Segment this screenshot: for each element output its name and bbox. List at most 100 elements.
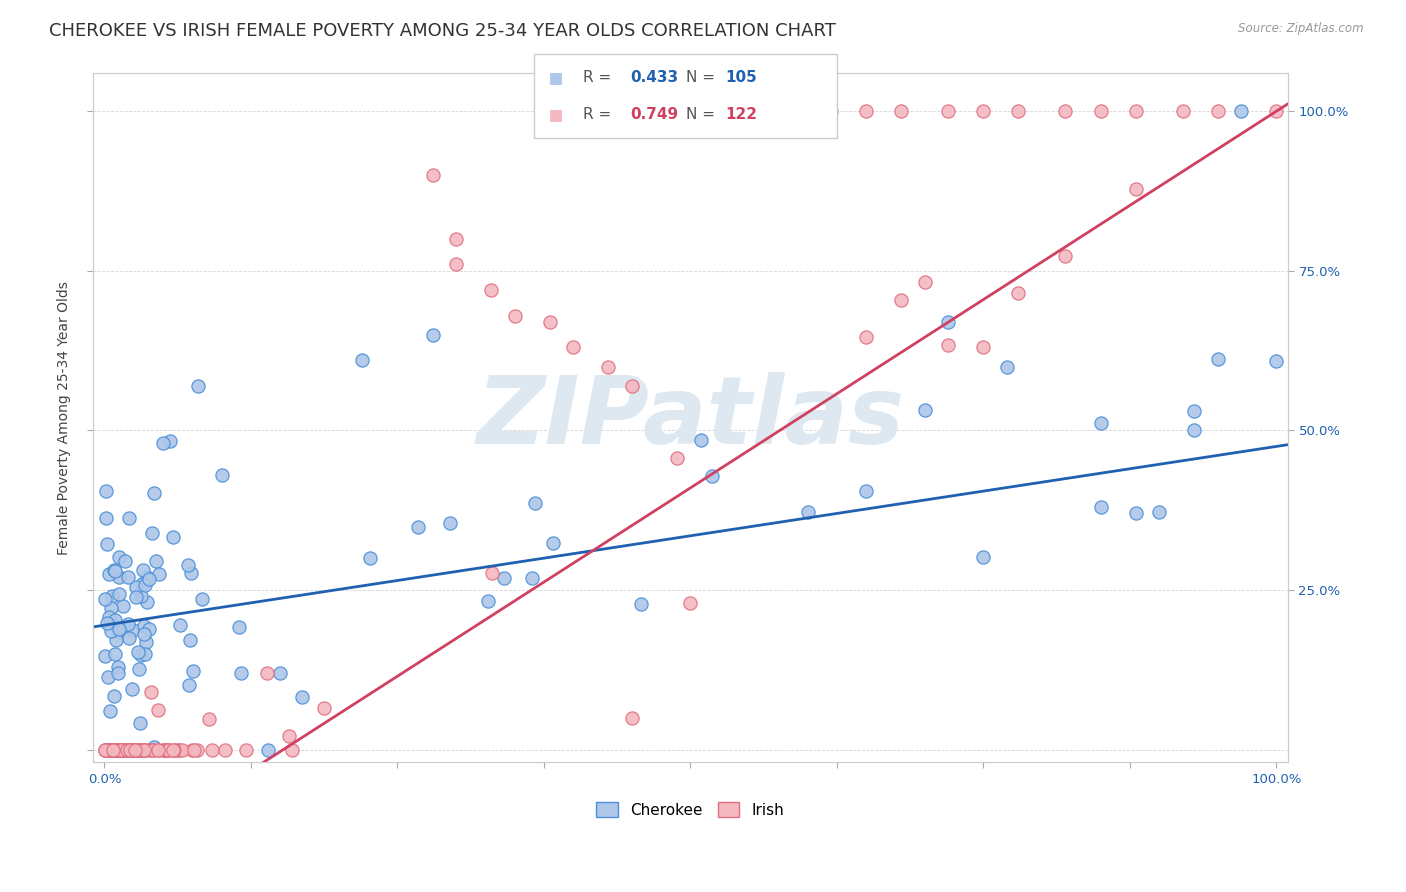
Point — [131, 576, 153, 591]
Point — [120, 742, 142, 756]
Point — [229, 666, 252, 681]
Point — [118, 742, 141, 756]
Point — [1265, 354, 1288, 368]
Point — [183, 742, 205, 756]
Point — [1125, 182, 1147, 196]
Point — [1054, 104, 1077, 119]
Point — [186, 742, 208, 756]
Point — [108, 742, 131, 756]
Point — [522, 571, 544, 585]
Point — [108, 620, 131, 634]
Point — [104, 742, 127, 756]
Point — [112, 742, 135, 756]
Point — [138, 622, 160, 636]
Text: ZIPatlas: ZIPatlas — [477, 372, 904, 464]
Point — [97, 742, 120, 756]
Point — [104, 742, 127, 756]
Point — [96, 615, 118, 630]
Point — [422, 168, 444, 182]
Point — [180, 566, 202, 581]
Point — [153, 742, 176, 756]
Text: CHEROKEE VS IRISH FEMALE POVERTY AMONG 25-34 YEAR OLDS CORRELATION CHART: CHEROKEE VS IRISH FEMALE POVERTY AMONG 2… — [49, 22, 837, 40]
Text: 0.433: 0.433 — [630, 70, 678, 85]
Point — [111, 742, 134, 756]
Point — [93, 742, 115, 756]
Point — [439, 516, 461, 531]
Point — [562, 341, 585, 355]
Text: N =: N = — [686, 107, 720, 122]
Point — [630, 597, 652, 611]
Point — [96, 537, 118, 551]
Point — [214, 742, 236, 756]
Point — [679, 596, 702, 610]
Point — [145, 554, 167, 568]
Point — [98, 567, 121, 582]
Text: 0.749: 0.749 — [630, 107, 678, 122]
Point — [132, 562, 155, 576]
Point — [142, 742, 165, 756]
Point — [936, 315, 959, 329]
Point — [121, 681, 143, 696]
Point — [125, 580, 148, 594]
Point — [118, 742, 141, 756]
Point — [135, 634, 157, 648]
Point — [153, 742, 176, 756]
Point — [134, 647, 156, 661]
Text: ▪: ▪ — [548, 103, 564, 127]
Point — [620, 378, 643, 392]
Text: 122: 122 — [725, 107, 758, 122]
Point — [191, 592, 214, 607]
Point — [110, 742, 132, 756]
Point — [444, 232, 467, 246]
Point — [855, 104, 877, 119]
Point — [269, 666, 291, 681]
Point — [103, 690, 125, 704]
Point — [124, 742, 146, 756]
Point — [855, 330, 877, 344]
Point — [103, 563, 125, 577]
Point — [94, 742, 117, 756]
Point — [477, 594, 499, 608]
Point — [141, 742, 163, 756]
Point — [124, 742, 146, 756]
Point — [115, 742, 138, 756]
Point — [169, 618, 191, 632]
Point — [103, 742, 125, 756]
Point — [278, 729, 301, 743]
Point — [98, 742, 121, 756]
Point — [98, 742, 121, 756]
Point — [163, 742, 186, 756]
Point — [104, 613, 127, 627]
Point — [503, 309, 526, 323]
Point — [107, 665, 129, 680]
Point — [177, 677, 200, 691]
Point — [96, 742, 118, 756]
Point — [94, 742, 117, 756]
Point — [995, 359, 1018, 374]
Point — [98, 705, 121, 719]
Point — [359, 551, 381, 566]
Point — [122, 742, 145, 756]
Point — [132, 742, 155, 756]
Point — [108, 570, 131, 584]
Point — [114, 554, 136, 568]
Point — [314, 701, 336, 715]
Point — [198, 712, 221, 726]
Y-axis label: Female Poverty Among 25-34 Year Olds: Female Poverty Among 25-34 Year Olds — [58, 281, 72, 555]
Point — [104, 647, 127, 661]
Point — [1182, 404, 1205, 418]
Point — [125, 591, 148, 605]
Point — [127, 742, 149, 756]
Point — [105, 742, 128, 756]
Point — [101, 742, 124, 756]
Point — [127, 742, 149, 756]
Point — [1265, 104, 1288, 119]
Point — [162, 742, 184, 756]
Point — [543, 535, 565, 549]
Point — [796, 505, 818, 519]
Point — [107, 550, 129, 565]
Point — [170, 742, 193, 756]
Point — [972, 549, 994, 564]
Point — [1230, 104, 1253, 119]
Point — [132, 627, 155, 641]
